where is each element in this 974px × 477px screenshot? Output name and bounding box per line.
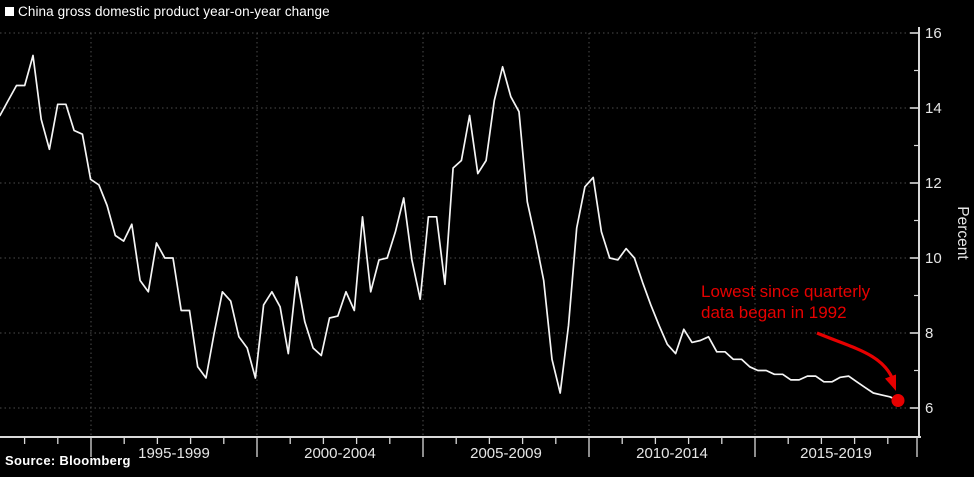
- chart-title: China gross domestic product year-on-yea…: [18, 4, 330, 19]
- x-axis-labels: 1995-1999 2000-2004 2005-2009 2010-2014 2015…: [138, 445, 872, 462]
- svg-text:10: 10: [925, 250, 942, 267]
- svg-text:8: 8: [925, 325, 933, 342]
- x-axis-ticks: [23, 437, 918, 457]
- vertical-gridlines: [90, 33, 756, 437]
- svg-text:16: 16: [925, 25, 942, 42]
- horizontal-gridlines: [0, 32, 919, 409]
- annotation-arrow: [816, 331, 895, 381]
- svg-text:1995-1999: 1995-1999: [138, 445, 210, 462]
- y-axis-ticks: [910, 32, 919, 409]
- last-point-marker: [891, 394, 905, 407]
- svg-text:14: 14: [925, 100, 942, 117]
- legend-square-icon: [5, 7, 14, 16]
- annotation-text: Lowest since quarterly data began in 199…: [701, 281, 870, 323]
- svg-text:6: 6: [925, 400, 933, 417]
- y-axis-labels: 6 8 10 12 14 16: [925, 25, 942, 417]
- annotation-line-1: Lowest since quarterly: [701, 282, 871, 301]
- svg-text:2015-2019: 2015-2019: [800, 445, 872, 462]
- svg-text:2005-2009: 2005-2009: [470, 445, 542, 462]
- svg-text:2010-2014: 2010-2014: [636, 445, 708, 462]
- y-axis-title: Percent: [954, 206, 971, 260]
- svg-text:12: 12: [925, 175, 942, 192]
- annotation-arrowhead: [885, 374, 896, 391]
- chart-legend: China gross domestic product year-on-yea…: [5, 4, 330, 19]
- svg-text:2000-2004: 2000-2004: [304, 445, 376, 462]
- gdp-line-series: [0, 54, 899, 402]
- source-credit: Source: Bloomberg: [5, 453, 131, 468]
- annotation-line-2: data began in 1992: [701, 303, 847, 322]
